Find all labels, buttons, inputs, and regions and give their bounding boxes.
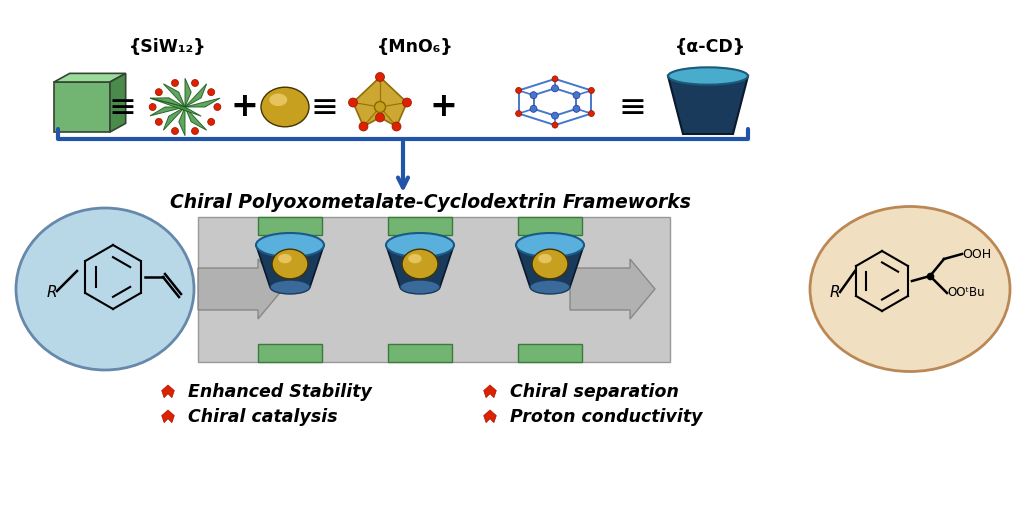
Ellipse shape: [552, 112, 558, 119]
Polygon shape: [185, 84, 207, 107]
Polygon shape: [388, 217, 452, 235]
Ellipse shape: [279, 254, 292, 263]
Ellipse shape: [171, 80, 178, 86]
Polygon shape: [164, 84, 185, 107]
Text: Proton conductivity: Proton conductivity: [510, 408, 702, 426]
Ellipse shape: [256, 233, 324, 257]
Ellipse shape: [171, 128, 178, 134]
Polygon shape: [256, 245, 324, 287]
Text: ≡: ≡: [311, 90, 339, 124]
Ellipse shape: [359, 122, 368, 131]
Ellipse shape: [191, 128, 199, 134]
Text: OOH: OOH: [962, 248, 991, 261]
Polygon shape: [668, 76, 748, 134]
Text: +: +: [230, 90, 258, 124]
Ellipse shape: [261, 87, 309, 127]
FancyArrow shape: [570, 259, 655, 319]
Ellipse shape: [516, 233, 584, 257]
Polygon shape: [353, 77, 407, 127]
Text: Chiral Polyoxometalate-Cyclodextrin Frameworks: Chiral Polyoxometalate-Cyclodextrin Fram…: [170, 193, 690, 212]
Polygon shape: [162, 385, 174, 398]
Ellipse shape: [573, 105, 580, 112]
Text: {SiW₁₂}: {SiW₁₂}: [129, 38, 207, 56]
Polygon shape: [483, 385, 497, 398]
Ellipse shape: [516, 111, 521, 116]
Ellipse shape: [269, 94, 288, 106]
Polygon shape: [518, 344, 582, 362]
Ellipse shape: [402, 249, 438, 279]
Ellipse shape: [392, 122, 401, 131]
Text: +: +: [429, 90, 457, 124]
Ellipse shape: [552, 76, 558, 82]
Ellipse shape: [156, 118, 162, 125]
Ellipse shape: [208, 88, 215, 96]
Polygon shape: [185, 98, 220, 107]
Ellipse shape: [573, 92, 580, 99]
Ellipse shape: [376, 72, 384, 82]
Ellipse shape: [532, 249, 568, 279]
Ellipse shape: [530, 92, 537, 99]
Polygon shape: [162, 410, 174, 422]
Ellipse shape: [589, 111, 594, 116]
Ellipse shape: [16, 208, 194, 370]
Ellipse shape: [191, 80, 199, 86]
Polygon shape: [388, 344, 452, 362]
Text: {MnO₆}: {MnO₆}: [377, 38, 454, 56]
Ellipse shape: [208, 118, 215, 125]
Ellipse shape: [409, 254, 422, 263]
Ellipse shape: [530, 280, 570, 294]
Text: ≡: ≡: [618, 90, 646, 124]
Ellipse shape: [552, 85, 558, 92]
Ellipse shape: [589, 87, 594, 94]
Ellipse shape: [375, 101, 385, 113]
Polygon shape: [258, 344, 322, 362]
Ellipse shape: [348, 98, 357, 107]
Text: OOᵗBu: OOᵗBu: [947, 286, 985, 299]
Ellipse shape: [552, 122, 558, 128]
Ellipse shape: [386, 233, 454, 257]
Text: {α-CD}: {α-CD}: [675, 38, 745, 56]
FancyArrow shape: [198, 259, 283, 319]
Ellipse shape: [270, 280, 310, 294]
Text: R: R: [47, 285, 57, 300]
Ellipse shape: [150, 103, 156, 111]
Polygon shape: [198, 217, 670, 362]
Polygon shape: [150, 107, 185, 116]
Polygon shape: [483, 410, 497, 422]
Text: Chiral separation: Chiral separation: [510, 383, 679, 401]
Polygon shape: [54, 82, 110, 132]
Ellipse shape: [810, 206, 1010, 372]
Polygon shape: [164, 107, 185, 130]
Polygon shape: [516, 245, 584, 287]
Text: ≡: ≡: [108, 90, 136, 124]
Ellipse shape: [156, 88, 162, 96]
Polygon shape: [110, 73, 126, 132]
Ellipse shape: [376, 113, 384, 122]
Ellipse shape: [668, 67, 748, 85]
Polygon shape: [258, 217, 322, 235]
Ellipse shape: [214, 103, 221, 111]
Text: Enhanced Stability: Enhanced Stability: [188, 383, 372, 401]
Polygon shape: [518, 217, 582, 235]
Polygon shape: [150, 98, 201, 116]
Ellipse shape: [530, 105, 537, 112]
Polygon shape: [185, 107, 207, 130]
Polygon shape: [185, 78, 191, 107]
Polygon shape: [54, 73, 126, 82]
Text: R: R: [830, 285, 841, 300]
Ellipse shape: [402, 98, 412, 107]
Polygon shape: [179, 107, 185, 135]
Ellipse shape: [539, 254, 552, 263]
Ellipse shape: [516, 87, 521, 94]
Ellipse shape: [400, 280, 440, 294]
Polygon shape: [386, 245, 454, 287]
Ellipse shape: [272, 249, 308, 279]
Text: Chiral catalysis: Chiral catalysis: [188, 408, 338, 426]
Polygon shape: [150, 98, 185, 107]
